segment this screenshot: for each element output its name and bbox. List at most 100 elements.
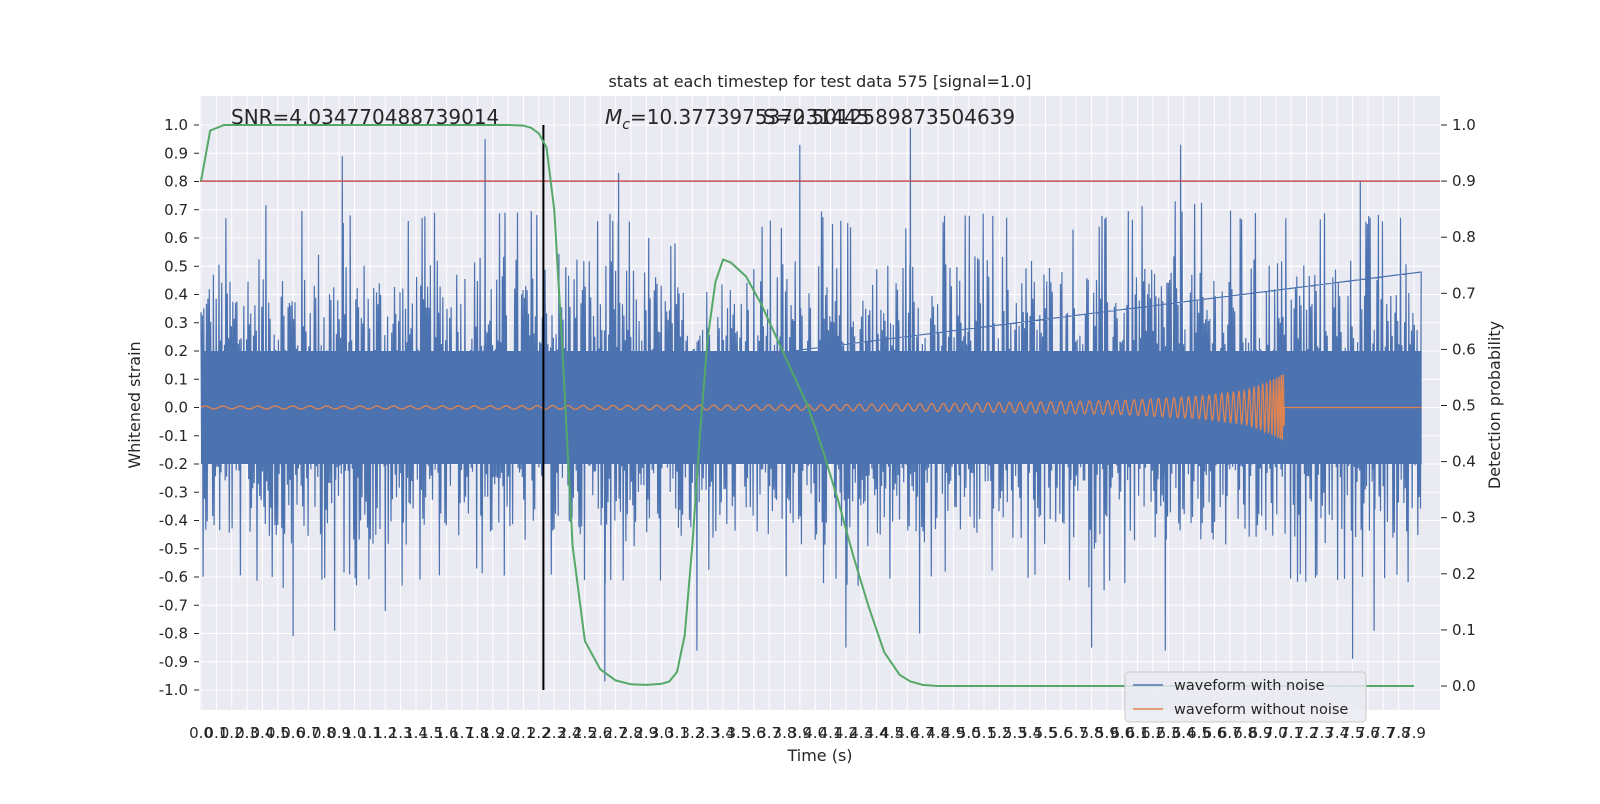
x-tick-label: 0.0 — [189, 724, 213, 742]
y-tick-label: 0.6 — [164, 229, 188, 247]
x-tick-label: 1.5 — [419, 724, 443, 742]
x-tick-label: 1.7 — [450, 724, 474, 742]
x-tick-label: 1.6 — [435, 724, 459, 742]
x-tick-label: 2.8 — [619, 724, 643, 742]
x-tick-label: 2.0 — [496, 724, 520, 742]
y-tick-label: -0.8 — [159, 625, 188, 643]
y2-tick-label: 0.1 — [1452, 621, 1476, 639]
x-tick-label: 3.5 — [726, 724, 750, 742]
x-tick-label: 3.6 — [742, 724, 766, 742]
x-tick-label: 3.2 — [680, 724, 704, 742]
x-tick-label: 7.6 — [1356, 724, 1380, 742]
x-tick-label: 4.3 — [849, 724, 873, 742]
x-tick-label: 1.9 — [481, 724, 505, 742]
y-tick-label: -0.2 — [159, 455, 188, 473]
x-tick-label: 3.9 — [788, 724, 812, 742]
legend-box — [1124, 671, 1367, 723]
x-axis-label: Time (s) — [786, 746, 852, 765]
y-tick-label: -1.0 — [159, 681, 188, 699]
x-tick-label: 3.1 — [665, 724, 689, 742]
x-tick-label: 4.6 — [895, 724, 919, 742]
x-tick-label: 0.6 — [281, 724, 305, 742]
y-tick-label: 0.1 — [164, 370, 188, 388]
y-tick-label: -0.7 — [159, 596, 188, 614]
y2-tick-label: 0.4 — [1452, 453, 1476, 471]
y-tick-label: -0.6 — [159, 568, 188, 586]
x-tick-label: 6.3 — [1156, 724, 1180, 742]
x-tick-label: 6.6 — [1202, 724, 1226, 742]
x-tick-label: 1.8 — [465, 724, 489, 742]
x-tick-label: 5.1 — [972, 724, 996, 742]
chirp-mass-subscript: c — [622, 117, 630, 133]
overlay-lines-layer — [200, 125, 1440, 690]
detection-probability-layer — [200, 124, 1414, 687]
x-tick-label: 4.5 — [880, 724, 904, 742]
clean-waveform-line — [200, 374, 1422, 441]
y2-tick-label: 0.6 — [1452, 340, 1476, 358]
x-tick-label: 0.1 — [204, 724, 228, 742]
y2-tick-label: 0.2 — [1452, 565, 1476, 583]
y2-tick-label: 0.3 — [1452, 509, 1476, 527]
x-tick-label: 2.6 — [588, 724, 612, 742]
y2-tick-label: 0.0 — [1452, 677, 1476, 695]
y-tick-label: -0.9 — [159, 653, 188, 671]
x-tick-label: 5.2 — [988, 724, 1012, 742]
x-tick-label: 2.2 — [527, 724, 551, 742]
y-tick-label: -0.4 — [159, 512, 188, 530]
x-tick-label: 6.7 — [1218, 724, 1242, 742]
y-tick-label: 0.3 — [164, 314, 188, 332]
x-tick-label: 5.9 — [1095, 724, 1119, 742]
x-tick-label: 1.3 — [389, 724, 413, 742]
x-tick-label: 2.4 — [558, 724, 582, 742]
x-tick-label: 2.7 — [604, 724, 628, 742]
noise-waveform-line — [200, 127, 1422, 682]
y-tick-label: -0.5 — [159, 540, 188, 558]
x-tick-label: 1.4 — [404, 724, 428, 742]
x-tick-label: 5.6 — [1049, 724, 1073, 742]
legend-label-clean: waveform without noise — [1174, 702, 1348, 718]
x-tick-label: 1.0 — [343, 724, 367, 742]
x-tick-label: 2.5 — [573, 724, 597, 742]
x-tick-label: 3.4 — [711, 724, 735, 742]
x-tick-label: 2.1 — [512, 724, 536, 742]
x-tick-label: 3.8 — [773, 724, 797, 742]
x-tick-label: 7.8 — [1387, 724, 1411, 742]
x-tick-label: 0.7 — [297, 724, 321, 742]
x-tick-label: 0.3 — [235, 724, 259, 742]
y-tick-label: 0.5 — [164, 257, 188, 275]
x-tick-label: 5.7 — [1064, 724, 1088, 742]
x-tick-label: 3.7 — [757, 724, 781, 742]
x-tick-label: 4.1 — [819, 724, 843, 742]
x-tick-label: 6.4 — [1172, 724, 1196, 742]
y-axis-label: Whitened strain — [125, 341, 144, 468]
x-tick-label: 4.7 — [911, 724, 935, 742]
y2-tick-label: 0.9 — [1452, 172, 1476, 190]
x-tick-label: 7.4 — [1325, 724, 1349, 742]
chart-title: stats at each timestep for test data 575… — [608, 72, 1031, 91]
y-tick-label: 0.4 — [164, 286, 188, 304]
x-tick-label: 7.5 — [1341, 724, 1365, 742]
x-tick-label: 5.5 — [1034, 724, 1058, 742]
x-tick-label: 0.5 — [266, 724, 290, 742]
y2-tick-label: 0.8 — [1452, 228, 1476, 246]
x-tick-label: 5.4 — [1018, 724, 1042, 742]
y-tick-label: -0.1 — [159, 427, 188, 445]
x-tick-label: 1.1 — [358, 724, 382, 742]
legend: waveform with noise waveform without noi… — [1124, 671, 1367, 723]
x-tick-label: 2.9 — [634, 724, 658, 742]
y-tick-label: 0.9 — [164, 144, 188, 162]
x-tick-label: 2.3 — [542, 724, 566, 742]
x-tick-label: 0.2 — [220, 724, 244, 742]
chirp-mass-value: =10.377397537231445 — [630, 105, 869, 129]
x-tick-label: 6.2 — [1141, 724, 1165, 742]
x-tick-label: 1.2 — [373, 724, 397, 742]
y2-axis-label: Detection probability — [1485, 321, 1504, 489]
x-tick-label: 6.9 — [1249, 724, 1273, 742]
detection-probability-line — [200, 124, 1414, 687]
y-tick-label: 0.0 — [164, 399, 188, 417]
x-tick-label: 7.3 — [1310, 724, 1334, 742]
x-tick-label: 0.8 — [312, 724, 336, 742]
x-tick-label: 6.8 — [1233, 724, 1257, 742]
x-tick-label: 0.4 — [250, 724, 274, 742]
